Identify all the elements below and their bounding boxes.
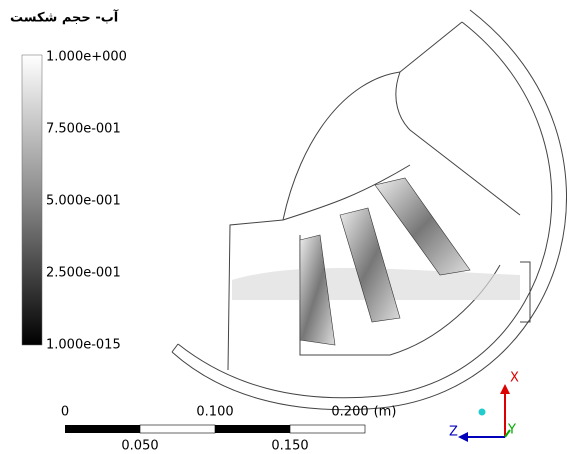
scale-label: 0.050 [121,439,158,454]
color-bar [21,54,43,346]
scale-label: 0.150 [271,439,308,454]
color-bar-label: 5.000e-001 [46,194,121,209]
triad-z: Z [449,425,458,440]
color-bar-labels: 1.000e+000 7.500e-001 5.000e-001 2.500e-001… [46,50,127,353]
color-bar-label: 7.500e-001 [46,122,121,137]
triad-x: X [510,371,519,386]
scale-unit: (m) [374,405,397,420]
axis-triad [458,384,511,442]
scale-label: 0.200 [331,405,368,420]
scale-label: 0.100 [196,405,233,420]
color-bar-label: 1.000e-015 [46,338,121,353]
scale-bar [65,424,366,434]
color-bar-label: 1.000e+000 [46,50,127,65]
geometry [171,9,567,411]
scale-label: 0 [61,405,69,420]
triad-y: Y [507,423,516,438]
color-bar-label: 2.500e-001 [46,266,121,281]
blades [232,177,520,346]
legend-title: آب- حجم شکست [10,9,119,26]
